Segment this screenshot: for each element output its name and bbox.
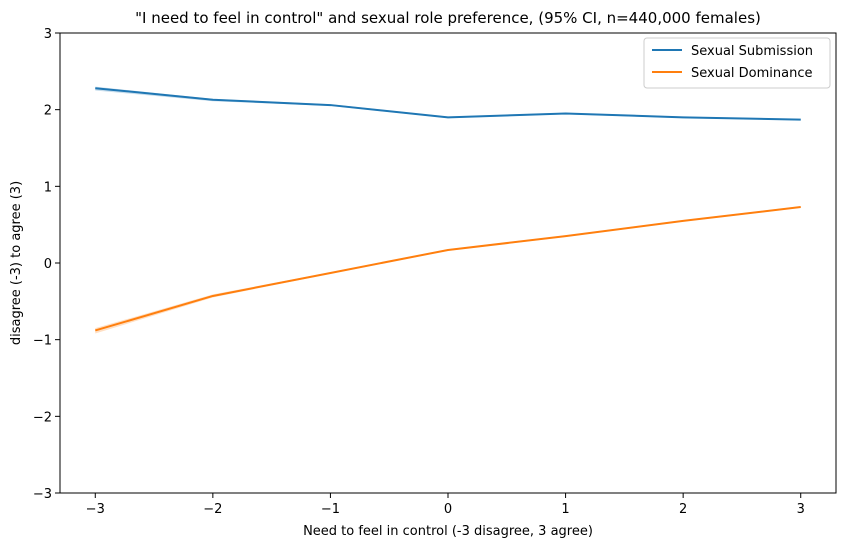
y-tick-label: −2 [33,410,52,425]
y-tick-label: 1 [44,180,52,195]
y-tick-label: 0 [44,257,52,272]
y-tick-label: 3 [44,27,52,42]
legend-label: Sexual Dominance [691,66,813,81]
x-tick-label: −2 [203,502,222,517]
y-tick-label: −3 [33,487,52,502]
y-tick-label: −1 [33,334,52,349]
x-tick-label: 0 [444,502,452,517]
y-axis-label: disagree (-3) to agree (3) [9,181,24,345]
x-axis-label: Need to feel in control (-3 disagree, 3 … [303,524,593,539]
plot-frame [59,32,837,494]
x-tick-label: 1 [561,502,569,517]
legend-box [643,37,831,89]
x-axis-ticks: −3 −2 −1 0 1 2 3 [86,493,805,517]
chart-title: "I need to feel in control" and sexual r… [135,9,761,27]
x-tick-label: −3 [86,502,105,517]
y-tick-label: 2 [44,104,52,119]
ci-band-sexual-submission [95,86,801,121]
legend: Sexual Submission Sexual Dominance [643,37,831,89]
x-tick-label: 2 [679,502,687,517]
series-line-sexual-submission [95,87,801,121]
legend-label: Sexual Submission [691,44,813,59]
y-axis-ticks: −3 −2 −1 0 1 2 3 [33,27,60,502]
x-tick-label: 3 [797,502,805,517]
series-line-sexual-dominance [94,206,801,332]
confidence-bands [95,86,801,334]
ci-band-sexual-dominance [95,206,801,334]
x-tick-label: −1 [321,502,340,517]
series-lines [94,87,801,332]
